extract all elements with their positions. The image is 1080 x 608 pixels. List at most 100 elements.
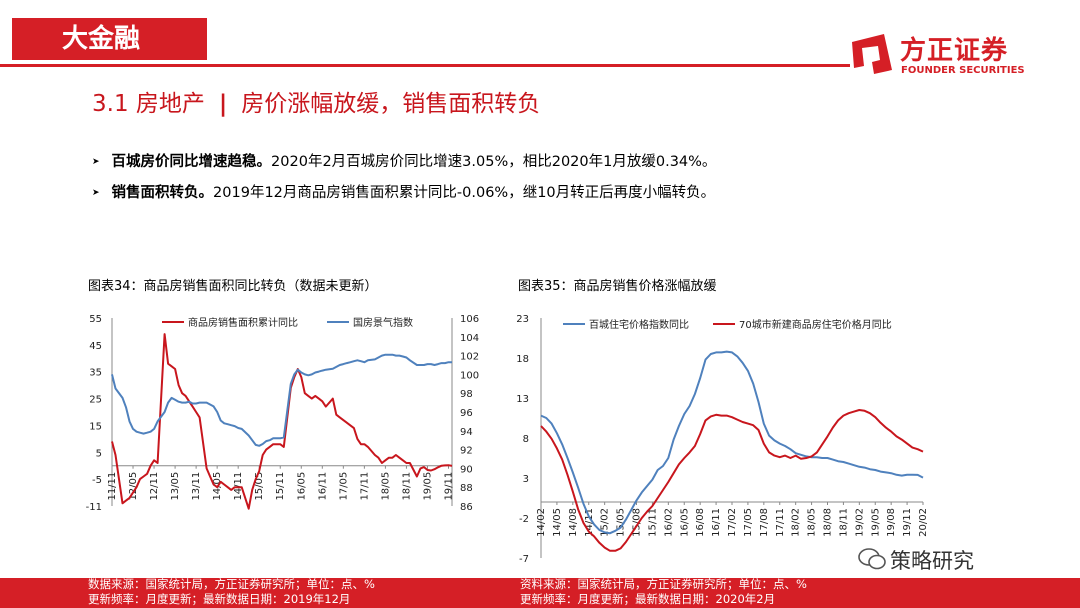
y-right-tick-label: 106: [460, 314, 479, 325]
series-line-100city: [540, 350, 924, 535]
y-right-tick-label: 88: [460, 483, 473, 494]
x-tick-label: 15/05: [254, 472, 265, 501]
y-left-tick-label: -11: [86, 502, 102, 513]
y-left-tick-label: 55: [89, 314, 102, 325]
legend-label: 国房景气指数: [353, 316, 413, 329]
section-title: 房价涨幅放缓，销售面积转负: [241, 91, 541, 117]
y-tick-label: 3: [523, 474, 529, 485]
x-tick-label: 13/11: [191, 472, 202, 501]
watermark: 策略研究: [858, 545, 974, 575]
wechat-icon: [858, 548, 886, 570]
y-right-tick-label: 92: [460, 446, 473, 457]
footer-source-right: 资料来源：国家统计局，方正证券研究所；单位：点、% 更新频率：月度更新；最新数据…: [520, 577, 807, 607]
chart35-price-index: -7 -2 3 8 13 18 23 14/02 14/05 14/08 14/11 15/02 15/…: [516, 314, 929, 565]
x-tick-label: 16/11: [711, 508, 722, 537]
y-left-tick-label: 5: [96, 448, 102, 459]
y-tick-label: -2: [519, 514, 529, 525]
x-tick-label: 16/11: [317, 472, 328, 501]
logo-text-cn: 方正证券: [900, 36, 1009, 66]
y-right-tick-label: 86: [460, 502, 473, 513]
founder-logo: 方正证券 FOUNDER SECURITIES: [850, 30, 1050, 80]
x-tick-label: 14/02: [536, 508, 547, 537]
header-rule: [0, 64, 850, 67]
y-tick-label: -7: [519, 554, 529, 565]
x-tick-label: 14/08: [568, 508, 579, 537]
watermark-text: 策略研究: [890, 549, 974, 573]
x-tick-label: 17/05: [743, 508, 754, 537]
series-line-sales-area: [111, 333, 453, 510]
x-tick-label: 13/05: [170, 472, 181, 501]
series-line-climate-index: [111, 353, 452, 447]
y-left-tick-label: 45: [89, 341, 102, 352]
x-tick-label: 19/05: [870, 508, 881, 537]
x-tick-label: 15/02: [600, 508, 611, 537]
bullet-arrow-icon: ➤: [92, 188, 100, 198]
header-tag: 大金融: [12, 18, 207, 60]
y-left-tick-label: 35: [89, 368, 102, 379]
footer-source-text: 数据来源：国家统计局，方正证券研究所；单位：点、%: [88, 577, 375, 591]
y-right-tick-label: 94: [460, 427, 473, 438]
x-tick-label: 16/02: [663, 508, 674, 537]
bullet-text: 2020年2月百城房价同比增速3.05%，相比2020年1月放缓0.34%。: [271, 154, 717, 170]
x-tick-label: 18/05: [380, 472, 391, 501]
bullet-item: ➤ 销售面积转负。2019年12月商品房销售面积累计同比-0.06%，继10月转正…: [92, 181, 715, 202]
bullet-arrow-icon: ➤: [92, 157, 100, 167]
x-tick-label: 11/11: [107, 472, 118, 501]
x-tick-label: 18/02: [791, 508, 802, 537]
x-tick-label: 19/11: [902, 508, 913, 537]
chart34-title: 图表34：商品房销售面积同比转负（数据未更新）: [88, 279, 378, 294]
x-tick-label: 15/08: [632, 508, 643, 537]
y-right-tick-label: 102: [460, 352, 479, 363]
x-tick-label: 19/02: [854, 508, 865, 537]
x-tick-label: 18/11: [401, 472, 412, 501]
x-tick-label: 16/05: [679, 508, 690, 537]
section-heading: 3.1 房地产 | 房价涨幅放缓，销售面积转负: [92, 84, 540, 118]
y-left-tick-label: -5: [92, 475, 102, 486]
section-number: 3.1 房地产: [92, 91, 205, 117]
y-right-tick-label: 100: [460, 370, 479, 381]
x-tick-label: 14/05: [552, 508, 563, 537]
x-tick-label: 15/05: [616, 508, 627, 537]
footer-update-text: 更新频率：月度更新；最新数据日期：2020年2月: [520, 592, 776, 606]
y-right-tick-label: 96: [460, 408, 473, 419]
y-tick-label: 18: [516, 354, 529, 365]
legend-label: 商品房销售面积累计同比: [188, 316, 298, 329]
y-tick-label: 13: [516, 394, 529, 405]
y-left-tick-label: 25: [89, 395, 102, 406]
y-right-tick-label: 104: [460, 333, 479, 344]
x-tick-label: 20/02: [918, 508, 929, 537]
x-tick-label: 19/05: [422, 472, 433, 501]
founder-logo-icon: [852, 34, 892, 74]
x-tick-label: 17/11: [775, 508, 786, 537]
x-tick-label: 14/11: [233, 472, 244, 501]
bullet-item: ➤ 百城房价同比增速趋稳。2020年2月百城房价同比增速3.05%，相比2020年…: [92, 150, 716, 171]
x-tick-label: 15/11: [275, 472, 286, 501]
x-tick-label: 16/08: [695, 508, 706, 537]
legend-label: 百城住宅价格指数同比: [589, 318, 689, 331]
x-tick-label: 18/05: [807, 508, 818, 537]
y-right-tick-label: 90: [460, 464, 473, 475]
x-tick-label: 17/08: [759, 508, 770, 537]
x-tick-label: 14/11: [584, 508, 595, 537]
x-tick-label: 18/11: [838, 508, 849, 537]
logo-text-en: FOUNDER SECURITIES: [901, 65, 1025, 76]
x-tick-label: 19/08: [886, 508, 897, 537]
section-separator: |: [218, 91, 228, 117]
x-tick-label: 19/11: [443, 472, 454, 501]
x-tick-label: 17/02: [727, 508, 738, 537]
footer-bar: [0, 578, 1080, 608]
series-line-70city: [540, 409, 924, 552]
bullet-text: 2019年12月商品房销售面积累计同比-0.06%，继10月转正后再度小幅转负。: [213, 185, 716, 201]
x-tick-label: 12/11: [149, 472, 160, 501]
y-left-tick-label: 15: [89, 421, 102, 432]
x-tick-label: 12/05: [128, 472, 139, 501]
y-tick-label: 8: [523, 434, 529, 445]
x-tick-label: 15/11: [647, 508, 658, 537]
bullet-lead: 百城房价同比增速趋稳。: [111, 154, 272, 170]
footer-update-text: 更新频率：月度更新；最新数据日期：2019年12月: [88, 592, 351, 606]
chart34-sales-area: -11 -5 5 15 25 35 45 55 86 88 90 92 94 96 98 100 102 104 1…: [86, 314, 479, 513]
y-tick-label: 23: [516, 314, 529, 325]
x-tick-label: 17/05: [338, 472, 349, 501]
chart35-title: 图表35：商品房销售价格涨幅放缓: [518, 279, 717, 294]
legend-label: 70城市新建商品房住宅价格月同比: [739, 318, 892, 331]
